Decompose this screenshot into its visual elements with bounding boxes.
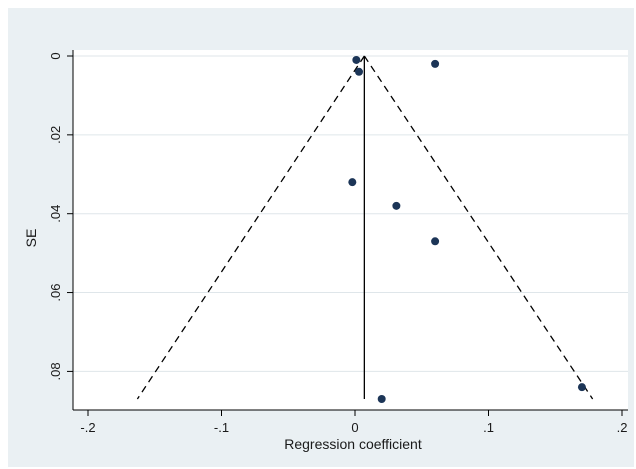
plot-area (73, 50, 628, 410)
x-ticks: -.2 -.1 0 .1 .2 (80, 410, 627, 435)
data-point (348, 178, 357, 187)
y-axis-title: SE (23, 229, 39, 248)
y-tick-label: .06 (48, 284, 63, 302)
x-tick-label: -.2 (80, 420, 95, 435)
y-tick-label: .08 (48, 362, 63, 380)
x-tick-label: .2 (617, 420, 628, 435)
x-tick-label: -.1 (214, 420, 229, 435)
data-point (431, 237, 440, 246)
chart-frame: -.2 -.1 0 .1 .2 0 .02 .04 .06 .08 Regression coe… (8, 8, 634, 467)
y-tick-label: .02 (48, 126, 63, 144)
data-points (348, 55, 586, 403)
x-tick-label: .1 (483, 420, 494, 435)
data-point (577, 383, 586, 392)
data-point (431, 59, 440, 68)
axes (72, 50, 628, 411)
y-ticks: 0 .02 .04 .06 .08 (48, 52, 73, 380)
data-point (352, 55, 361, 64)
x-tick-label: 0 (351, 420, 358, 435)
grid-lines (73, 55, 628, 372)
x-axis-title: Regression coefficient (284, 436, 422, 452)
data-point (377, 395, 386, 403)
y-tick-label: 0 (48, 52, 63, 59)
funnel-right-limit (363, 55, 594, 400)
y-tick-label: .04 (48, 205, 63, 223)
funnel-plot: -.2 -.1 0 .1 .2 0 .02 .04 .06 .08 Regression coe… (23, 50, 628, 452)
funnel-limits (136, 55, 594, 400)
data-point (392, 201, 401, 210)
funnel-left-limit (136, 55, 365, 400)
data-point (355, 67, 364, 76)
